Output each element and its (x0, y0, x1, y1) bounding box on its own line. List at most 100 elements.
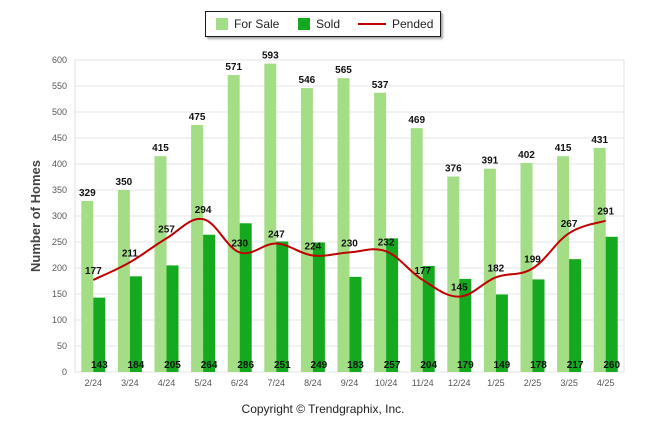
legend-swatch-for-sale (216, 18, 228, 30)
bar-for-sale (337, 78, 350, 372)
data-label-for-sale: 571 (225, 62, 242, 73)
bar-sold (569, 259, 582, 372)
data-label-pended: 145 (451, 283, 468, 294)
data-label-for-sale: 350 (116, 177, 133, 188)
legend-item-sold: Sold (298, 12, 340, 36)
bar-sold (386, 238, 399, 372)
data-label-sold: 205 (164, 360, 181, 371)
data-label-for-sale: 376 (445, 163, 462, 174)
data-label-pended: 230 (231, 238, 248, 249)
data-label-pended: 211 (122, 248, 139, 259)
y-tick-label: 600 (52, 55, 67, 65)
data-label-for-sale: 593 (262, 51, 279, 62)
y-tick-label: 550 (52, 81, 67, 91)
x-tick-label: 5/24 (194, 378, 212, 388)
x-tick-label: 7/24 (268, 378, 286, 388)
y-tick-label: 450 (52, 133, 67, 143)
data-label-pended: 291 (597, 207, 614, 218)
legend-label-sold: Sold (316, 17, 341, 31)
data-label-for-sale: 546 (299, 75, 316, 86)
y-tick-label: 0 (62, 367, 67, 377)
y-tick-label: 100 (52, 315, 67, 325)
data-label-sold: 286 (237, 360, 254, 371)
data-label-for-sale: 402 (518, 150, 535, 161)
y-tick-label: 200 (52, 263, 67, 273)
line-pended (92, 217, 607, 298)
bar-for-sale (483, 168, 496, 372)
data-label-pended: 177 (414, 266, 431, 277)
bar-for-sale (557, 156, 570, 372)
bar-for-sale (374, 92, 387, 372)
data-label-pended: 177 (85, 266, 102, 277)
chart-legend: For Sale Sold Pended (205, 11, 441, 37)
bar-for-sale (264, 63, 277, 372)
y-tick-label: 500 (52, 107, 67, 117)
x-tick-label: 3/24 (121, 378, 139, 388)
x-tick-label: 12/24 (448, 378, 471, 388)
y-tick-label: 300 (52, 211, 67, 221)
bar-for-sale (447, 176, 460, 372)
data-label-sold: 179 (457, 360, 474, 371)
data-label-sold: 251 (274, 360, 291, 371)
data-label-pended: 182 (488, 263, 505, 274)
x-tick-label: 4/25 (597, 378, 615, 388)
bar-for-sale (117, 190, 130, 372)
bar-for-sale (81, 200, 94, 372)
data-label-pended: 267 (561, 219, 578, 230)
data-label-sold: 217 (567, 360, 584, 371)
data-label-pended: 232 (378, 237, 395, 248)
data-label-for-sale: 329 (79, 188, 96, 199)
data-label-pended: 294 (195, 205, 212, 216)
legend-label-for-sale: For Sale (234, 17, 280, 31)
data-label-sold: 178 (530, 360, 547, 371)
bar-for-sale (593, 147, 606, 372)
bar-sold (129, 276, 142, 372)
bar-for-sale (520, 162, 533, 372)
data-label-for-sale: 415 (152, 143, 169, 154)
data-label-sold: 260 (603, 360, 620, 371)
bar-sold (203, 234, 216, 372)
y-tick-label: 50 (57, 341, 67, 351)
bar-sold (93, 297, 106, 372)
data-label-sold: 149 (494, 360, 511, 371)
data-label-sold: 184 (128, 360, 145, 371)
bar-for-sale (410, 128, 423, 372)
bar-sold (166, 265, 179, 372)
x-tick-label: 6/24 (231, 378, 249, 388)
bar-sold (312, 242, 325, 372)
bar-sold (276, 241, 289, 372)
y-axis-title: Number of Homes (28, 160, 43, 272)
data-label-pended: 247 (268, 230, 285, 241)
bar-sold (495, 294, 508, 372)
x-tick-label: 4/24 (158, 378, 176, 388)
x-tick-label: 2/25 (524, 378, 542, 388)
x-tick-label: 9/24 (341, 378, 359, 388)
data-label-for-sale: 475 (189, 112, 206, 123)
data-label-pended: 224 (305, 242, 322, 253)
data-label-sold: 257 (384, 360, 401, 371)
bar-sold (422, 265, 435, 372)
bar-for-sale (300, 88, 313, 372)
data-label-for-sale: 415 (555, 143, 572, 154)
y-tick-label: 150 (52, 289, 67, 299)
data-label-for-sale: 469 (408, 115, 425, 126)
bar-sold (532, 279, 545, 372)
bar-sold (349, 276, 362, 372)
data-label-pended: 230 (341, 238, 358, 249)
x-tick-label: 1/25 (487, 378, 505, 388)
x-tick-label: 10/24 (375, 378, 398, 388)
legend-line-pended (358, 23, 386, 25)
data-label-pended: 199 (524, 255, 541, 266)
data-label-sold: 264 (201, 360, 218, 371)
x-tick-label: 11/24 (412, 378, 434, 388)
data-label-sold: 143 (91, 360, 108, 371)
x-tick-label: 3/25 (560, 378, 578, 388)
data-label-sold: 183 (347, 360, 364, 371)
data-label-for-sale: 537 (372, 80, 389, 91)
y-tick-label: 400 (52, 159, 67, 169)
data-label-sold: 249 (311, 360, 328, 371)
bar-for-sale (191, 125, 204, 372)
legend-swatch-sold (298, 18, 310, 30)
